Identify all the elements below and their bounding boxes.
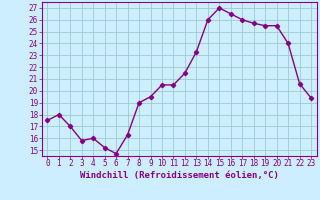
X-axis label: Windchill (Refroidissement éolien,°C): Windchill (Refroidissement éolien,°C) (80, 171, 279, 180)
